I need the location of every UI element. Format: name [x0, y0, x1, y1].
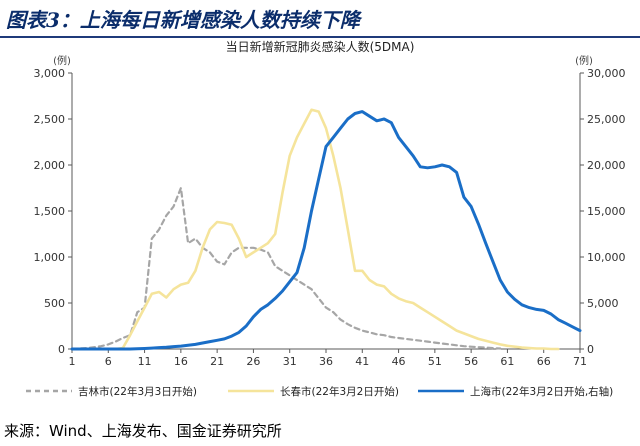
legend-label-changchun: 长春市(22年3月2日开始) [280, 385, 399, 398]
left-tick-label: 1,500 [34, 205, 66, 218]
right-tick-label: 0 [587, 343, 594, 356]
left-tick-label: 2,500 [34, 113, 66, 126]
left-tick-label: 1,000 [34, 251, 66, 264]
x-tick-label: 46 [392, 355, 406, 368]
x-tick-label: 36 [319, 355, 333, 368]
x-tick-label: 11 [138, 355, 152, 368]
source-note: 来源：Wind、上海发布、国金证券研究所 [4, 422, 282, 440]
left-tick-label: 0 [58, 343, 65, 356]
x-tick-label: 41 [355, 355, 369, 368]
legend-label-jilin: 吉林市(22年3月3日开始) [78, 385, 197, 398]
series-layer [70, 108, 582, 351]
line-chart: 当日新增新冠肺炎感染人数(5DMA) (例) (例) 0 500 1,000 1,50… [26, 40, 626, 398]
right-axis-unit: (例) [575, 54, 593, 67]
x-tick-label: 66 [537, 355, 551, 368]
series-line-changchun [70, 108, 560, 351]
x-tick-label: 21 [210, 355, 224, 368]
x-tick-label: 56 [464, 355, 478, 368]
legend-label-shanghai: 上海市(22年3月2日开始,右轴) [470, 385, 613, 398]
legend: 吉林市(22年3月3日开始) 长春市(22年3月2日开始) 上海市(22年3月2日开… [26, 385, 613, 398]
x-tick-label: 1 [69, 355, 76, 368]
right-tick-label: 25,000 [587, 113, 626, 126]
left-tick-label: 500 [44, 297, 65, 310]
x-tick-label: 31 [283, 355, 297, 368]
right-tick-label: 20,000 [587, 159, 626, 172]
right-tick-label: 10,000 [587, 251, 626, 264]
x-tick-label: 61 [500, 355, 514, 368]
left-tick-label: 3,000 [34, 67, 66, 80]
x-tick-label: 51 [428, 355, 442, 368]
x-tick-label: 6 [105, 355, 112, 368]
left-axis-unit: (例) [53, 54, 71, 67]
right-tick-label: 15,000 [587, 205, 626, 218]
x-tick-label: 71 [573, 355, 587, 368]
series-line-shanghai [70, 110, 582, 351]
left-tick-label: 2,000 [34, 159, 66, 172]
right-tick-label: 5,000 [587, 297, 619, 310]
heading-divider [0, 36, 640, 38]
x-tick-label: 16 [174, 355, 188, 368]
figure-heading: 图表3：上海每日新增感染人数持续下降 [6, 8, 360, 32]
x-tick-label: 26 [246, 355, 260, 368]
axes: 0 500 1,000 1,500 2,000 2,500 3,000 0 5,000 10,00… [34, 67, 626, 368]
chart-title: 当日新增新冠肺炎感染人数(5DMA) [226, 40, 415, 54]
right-tick-label: 30,000 [587, 67, 626, 80]
